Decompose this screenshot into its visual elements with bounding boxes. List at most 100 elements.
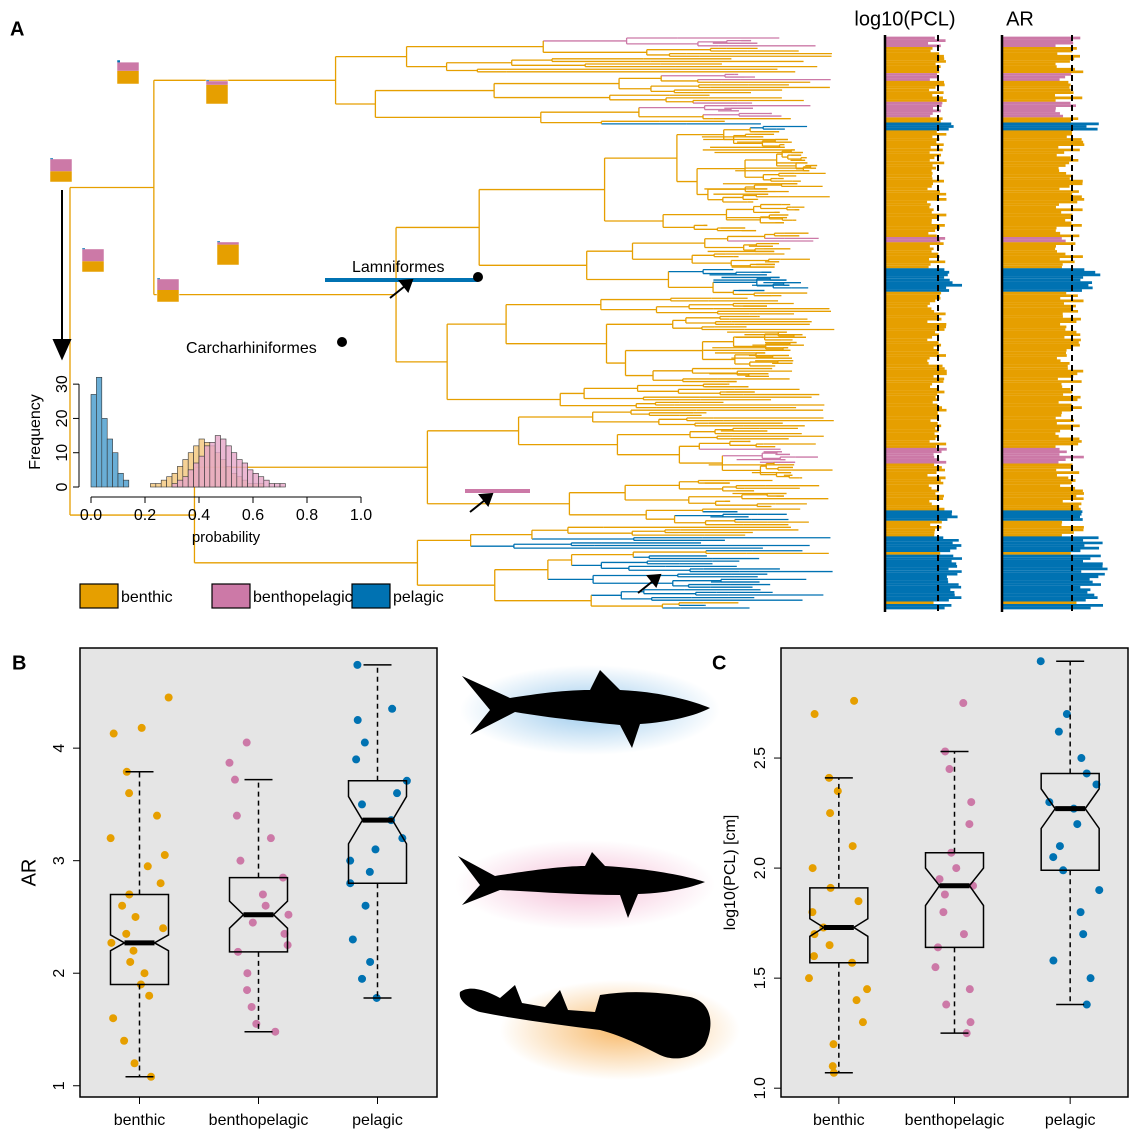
data-point xyxy=(243,969,252,978)
data-point xyxy=(131,912,140,921)
trait-title: log10(PCL) xyxy=(854,8,955,30)
data-point xyxy=(808,864,817,873)
legend-label: pelagic xyxy=(393,589,444,606)
state-marker xyxy=(82,261,104,272)
data-point xyxy=(1079,930,1088,939)
state-marker xyxy=(82,248,85,250)
plot-area xyxy=(79,647,438,1098)
data-point xyxy=(160,851,169,860)
data-point xyxy=(137,723,146,732)
arrow xyxy=(389,285,406,299)
data-point xyxy=(271,1027,280,1036)
data-point xyxy=(393,789,402,798)
arrow-head xyxy=(646,573,662,589)
data-point xyxy=(280,929,289,938)
y-tick-label: 10 xyxy=(54,444,71,462)
data-point xyxy=(357,800,366,809)
data-point xyxy=(852,996,861,1005)
state-marker xyxy=(217,244,239,265)
data-point xyxy=(1095,886,1104,895)
y-axis-label: AR xyxy=(18,859,40,887)
state-marker xyxy=(206,84,228,104)
data-point xyxy=(1062,710,1071,719)
data-point xyxy=(242,738,251,747)
data-point xyxy=(266,834,275,843)
data-point xyxy=(965,985,974,994)
box xyxy=(228,876,289,953)
data-point xyxy=(1082,1000,1091,1009)
data-point xyxy=(346,856,355,865)
y-tick-label: 20 xyxy=(54,409,71,427)
data-point xyxy=(258,890,267,899)
histogram-bar xyxy=(252,472,259,488)
clade-node xyxy=(473,272,483,282)
data-point xyxy=(850,696,859,705)
histogram-bar xyxy=(225,445,232,488)
histogram-bar xyxy=(117,472,124,488)
arrow-head xyxy=(398,278,414,294)
state-marker xyxy=(217,241,220,243)
data-point xyxy=(230,775,239,784)
data-point xyxy=(966,1018,975,1027)
data-point xyxy=(225,758,234,767)
data-point xyxy=(284,910,293,919)
histogram-bar xyxy=(204,445,211,488)
state-marker xyxy=(82,249,104,262)
data-point xyxy=(1077,754,1086,763)
phylogeny xyxy=(49,35,1108,612)
data-point xyxy=(935,875,944,884)
data-point xyxy=(1076,908,1085,917)
y-tick-label: 0 xyxy=(54,482,71,491)
panel-letter: B xyxy=(12,652,26,674)
x-tick-label: 0.4 xyxy=(188,507,210,524)
histogram-bar xyxy=(279,483,286,488)
y-tick-label: 2.5 xyxy=(752,747,769,769)
y-axis-label: log10(PCL) [cm] xyxy=(722,815,739,931)
box xyxy=(924,851,985,949)
histogram-bar xyxy=(268,483,275,488)
histogram-bar xyxy=(258,476,265,488)
x-tick-label: pelagic xyxy=(352,1112,403,1129)
data-point xyxy=(109,1014,118,1023)
arrow-head xyxy=(52,339,72,361)
data-point xyxy=(145,991,154,1000)
data-point xyxy=(365,867,374,876)
shark xyxy=(459,985,711,1059)
histogram-bar xyxy=(90,394,97,488)
data-point xyxy=(261,901,270,910)
data-point xyxy=(833,787,842,796)
x-tick-label: benthopelagic xyxy=(209,1112,309,1129)
inset-histogram: 0.0 0.2 0.4 0.6 0.8 1.0 0 10 20 30 probability Freq… xyxy=(27,375,372,546)
state-marker-frame xyxy=(116,59,140,85)
histogram-bar xyxy=(150,483,157,488)
histogram-bar xyxy=(274,483,281,488)
data-point xyxy=(125,789,134,798)
state-marker-frame xyxy=(156,277,180,303)
y-tick-label: 1.5 xyxy=(752,967,769,989)
data-point xyxy=(854,897,863,906)
y-tick-label: 4 xyxy=(51,744,68,753)
histogram-bar xyxy=(112,452,119,488)
data-point xyxy=(232,811,241,820)
panel-b: B 1 2 3 4 AR benthic benthopelagic pelagic xyxy=(12,647,438,1129)
x-tick-label: 0.6 xyxy=(242,507,264,524)
data-point xyxy=(348,935,357,944)
state-marker xyxy=(50,171,72,182)
legend-swatch xyxy=(211,583,251,609)
shark xyxy=(458,852,705,918)
data-point xyxy=(129,946,138,955)
y-tick-label: 2.0 xyxy=(752,857,769,879)
state-marker xyxy=(157,290,179,302)
arrow xyxy=(637,580,654,594)
data-point xyxy=(130,1059,139,1068)
panel-letter: A xyxy=(10,18,24,40)
x-axis-label: probability xyxy=(192,529,261,546)
histogram-bar xyxy=(231,452,238,488)
data-point xyxy=(352,755,361,764)
panel-c: C 1.0 1.5 2.0 2.5 log10(PCL) [cm] benthic benth… xyxy=(712,647,1129,1129)
state-marker xyxy=(206,81,228,85)
state-marker xyxy=(157,278,160,280)
state-marker xyxy=(117,60,120,63)
data-point xyxy=(118,901,127,910)
